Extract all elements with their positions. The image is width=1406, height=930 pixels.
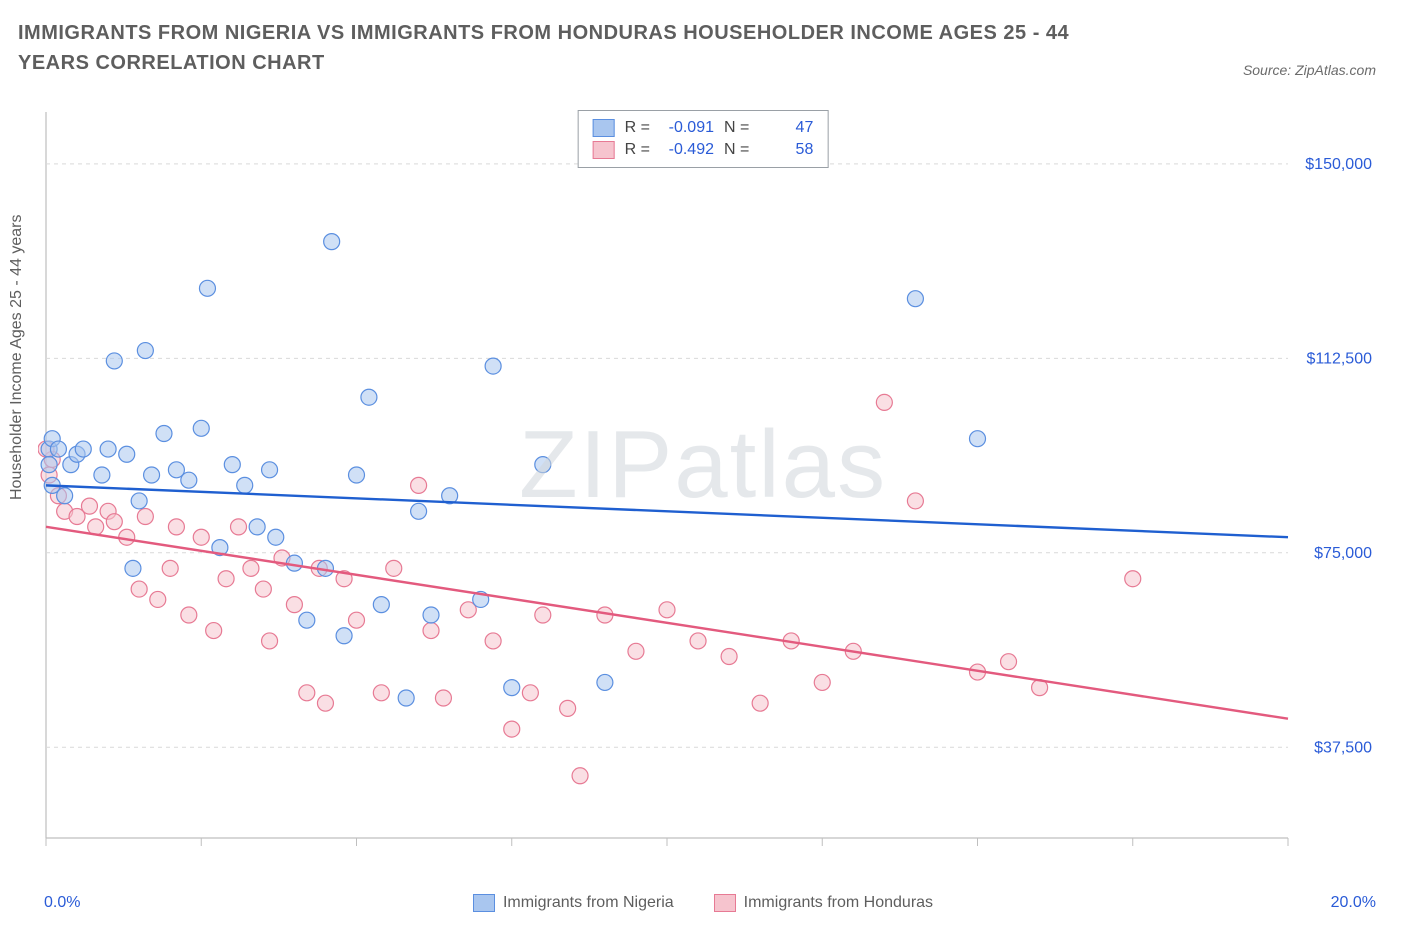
svg-text:$75,000: $75,000 [1314, 545, 1372, 562]
source-label: Source: ZipAtlas.com [1243, 62, 1376, 78]
legend-top-row-honduras: R = -0.492 N = 58 [593, 139, 814, 161]
svg-text:$37,500: $37,500 [1314, 739, 1372, 756]
legend-bottom-honduras: Immigrants from Honduras [714, 894, 933, 912]
legend-bottom-label: Immigrants from Nigeria [503, 894, 674, 912]
legend-top: R = -0.091 N = 47 R = -0.492 N = 58 [578, 110, 829, 168]
svg-text:$150,000: $150,000 [1305, 156, 1372, 173]
legend-r-label: R = [625, 141, 650, 159]
legend-n-value: 58 [759, 141, 813, 159]
legend-r-value: -0.492 [660, 141, 714, 159]
scatter-plot: $37,500 $75,000 $112,500 $150,000 [38, 108, 1378, 868]
legend-bottom: Immigrants from Nigeria Immigrants from … [0, 894, 1406, 912]
legend-bottom-label: Immigrants from Honduras [744, 894, 933, 912]
legend-n-label: N = [724, 141, 749, 159]
legend-r-value: -0.091 [660, 119, 714, 137]
nigeria-swatch-icon [593, 119, 615, 137]
legend-r-label: R = [625, 119, 650, 137]
svg-text:$112,500: $112,500 [1306, 350, 1372, 367]
legend-top-row-nigeria: R = -0.091 N = 47 [593, 117, 814, 139]
nigeria-swatch-icon [473, 894, 495, 912]
y-axis-label: Householder Income Ages 25 - 44 years [8, 215, 26, 501]
chart-title: IMMIGRANTS FROM NIGERIA VS IMMIGRANTS FR… [18, 18, 1118, 78]
legend-bottom-nigeria: Immigrants from Nigeria [473, 894, 674, 912]
legend-n-label: N = [724, 119, 749, 137]
honduras-swatch-icon [714, 894, 736, 912]
honduras-swatch-icon [593, 141, 615, 159]
legend-n-value: 47 [759, 119, 813, 137]
